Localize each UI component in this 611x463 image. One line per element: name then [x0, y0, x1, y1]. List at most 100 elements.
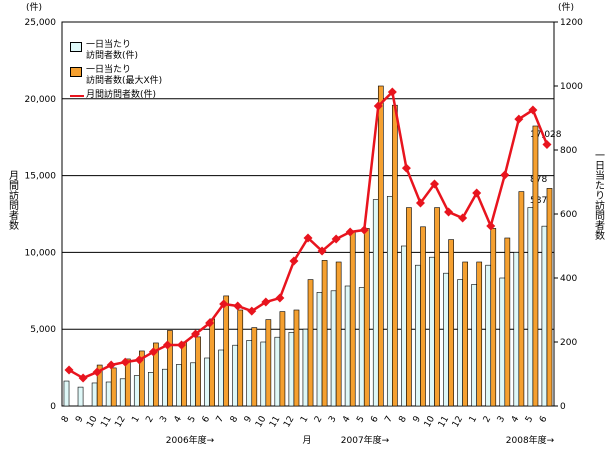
legend-item: 月間訪問者数(件) [70, 90, 162, 101]
bar [392, 104, 398, 407]
marker [486, 221, 496, 231]
x-tick-label: 11 [268, 415, 282, 430]
marker [542, 139, 552, 149]
bar [110, 367, 117, 407]
marker [275, 293, 285, 303]
bar [499, 277, 506, 407]
annotation: 587 [530, 196, 547, 206]
marker [401, 163, 411, 173]
legend-label: 月間訪問者数(件) [86, 90, 157, 100]
bar [96, 364, 103, 407]
bar [448, 239, 454, 407]
x-tick-label: 3 [158, 415, 170, 425]
marker [415, 198, 425, 208]
x-tick-label: 12 [113, 415, 127, 430]
x-tick-label: 7 [383, 415, 395, 425]
marker [444, 207, 454, 217]
x-tick-label: 2 [144, 415, 156, 425]
x-tick-label: 2 [482, 415, 494, 425]
marker [92, 367, 102, 377]
bar [176, 364, 182, 407]
y-tick-label: 20,000 [25, 95, 57, 105]
bar [139, 350, 145, 407]
y2-unit: (件) [558, 1, 574, 13]
marker [303, 233, 313, 243]
bar [363, 228, 370, 407]
x-tick-label: 3 [496, 415, 508, 425]
annotation: 2007年度→ [341, 434, 390, 446]
bar [63, 380, 70, 407]
bar [401, 245, 407, 407]
marker [162, 340, 172, 350]
bar [209, 318, 215, 407]
x-tick-label: 8 [60, 414, 72, 424]
legend: 一日当たり 訪問者数(件) 一日当たり 訪問者数(最大X件) 月間訪問者数(件) [70, 40, 162, 104]
x-tick-label: 7 [215, 415, 227, 425]
bar [91, 382, 98, 407]
bar [167, 330, 173, 407]
bar [195, 336, 201, 407]
annotation: 17,028 [530, 130, 562, 140]
bar [335, 261, 342, 407]
bar [476, 261, 483, 407]
bar [372, 199, 379, 407]
legend-label: 一日当たり 訪問者数(最大X件) [86, 65, 163, 86]
marker [317, 246, 327, 256]
bar [153, 342, 159, 407]
x-tick-label: 11 [437, 415, 451, 430]
bar [232, 344, 239, 407]
bar [288, 332, 295, 407]
y2-tick-label: 1200 [560, 18, 583, 28]
x-tick-label: 12 [282, 415, 296, 430]
y-unit: (件) [26, 1, 42, 13]
marker [345, 227, 355, 237]
bar [237, 309, 244, 407]
bar [265, 319, 272, 407]
bar [490, 228, 497, 407]
y2-tick-label: 600 [560, 210, 577, 220]
y2-axis-title: 一日当たり訪問者数 [593, 150, 605, 241]
bar [429, 256, 435, 407]
x-tick-label: 3 [327, 415, 339, 425]
marker [528, 105, 538, 115]
bar [546, 188, 553, 407]
x-tick-label: 5 [355, 415, 367, 425]
x-tick-label: 11 [99, 415, 113, 430]
x-tick-label: 4 [173, 414, 185, 424]
bar [293, 309, 300, 407]
marker [78, 373, 88, 383]
x-tick-label: 9 [74, 414, 86, 424]
x-tick-label: 8 [397, 414, 409, 424]
x-tick-label: 1 [299, 415, 311, 425]
bar [124, 358, 131, 407]
marker [176, 340, 186, 350]
x-tick-label: 8 [229, 414, 241, 424]
bar [162, 368, 168, 407]
bar [344, 285, 351, 407]
bar [307, 279, 314, 407]
legend-item: 一日当たり 訪問者数(件) [70, 40, 162, 62]
legend-item: 一日当たり 訪問者数(最大X件) [70, 65, 162, 87]
x-tick-label: 6 [369, 414, 381, 424]
marker [120, 357, 130, 367]
marker [359, 225, 369, 235]
bar [77, 386, 84, 407]
legend-line [70, 92, 84, 100]
x-tick-label: 9 [412, 414, 424, 424]
bar [302, 328, 309, 407]
bar [279, 311, 286, 407]
marker [331, 234, 341, 244]
bar [148, 372, 154, 407]
marker [430, 179, 440, 189]
bar [223, 295, 230, 407]
x-tick-label: 4 [341, 414, 353, 424]
bar [406, 207, 412, 407]
bar [386, 196, 393, 407]
marker [64, 365, 74, 375]
annotation: 878 [530, 175, 547, 185]
bar [204, 357, 210, 407]
marker [373, 101, 383, 111]
x-tick-label: 1 [468, 415, 480, 425]
marker [205, 318, 215, 328]
